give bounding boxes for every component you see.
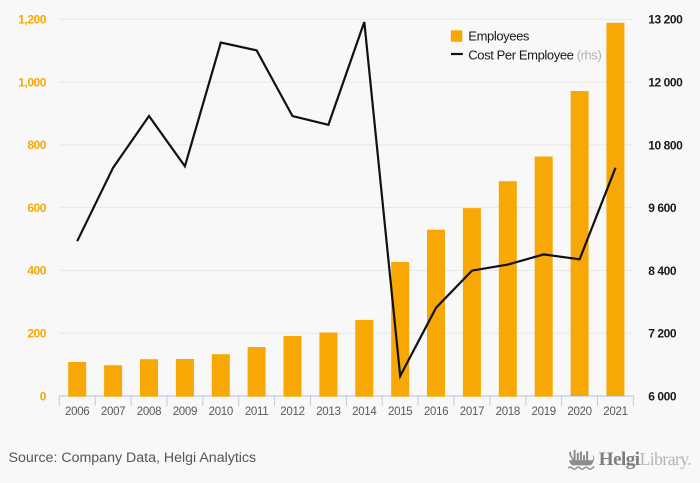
svg-text:2020: 2020	[567, 406, 591, 418]
svg-text:2008: 2008	[137, 406, 161, 418]
svg-text:2006: 2006	[65, 406, 89, 418]
svg-text:13 200: 13 200	[648, 13, 683, 27]
svg-text:800: 800	[27, 138, 46, 152]
svg-text:Source: Company Data, Helgi An: Source: Company Data, Helgi Analytics	[9, 450, 257, 466]
svg-text:400: 400	[27, 264, 46, 278]
svg-text:2019: 2019	[532, 406, 556, 418]
svg-text:Cost Per Employee (rhs): Cost Per Employee (rhs)	[468, 47, 601, 62]
svg-text:2013: 2013	[316, 406, 340, 418]
svg-text:200: 200	[27, 327, 46, 341]
svg-text:2009: 2009	[173, 406, 197, 418]
svg-text:2014: 2014	[352, 406, 377, 418]
svg-text:1,000: 1,000	[18, 75, 47, 89]
svg-text:12 000: 12 000	[648, 76, 683, 90]
svg-text:2016: 2016	[424, 406, 448, 418]
svg-text:2017: 2017	[460, 406, 484, 418]
svg-text:8 400: 8 400	[648, 264, 677, 278]
svg-text:Employees: Employees	[468, 29, 530, 44]
svg-text:2012: 2012	[280, 406, 304, 418]
svg-text:2021: 2021	[603, 406, 627, 418]
svg-text:HelgiLibrary.: HelgiLibrary.	[599, 449, 692, 470]
svg-text:0: 0	[40, 389, 47, 403]
svg-text:2011: 2011	[245, 406, 269, 418]
svg-text:2018: 2018	[496, 406, 520, 418]
svg-text:2010: 2010	[209, 406, 233, 418]
svg-text:1,200: 1,200	[18, 13, 47, 27]
svg-text:6 000: 6 000	[648, 390, 677, 404]
svg-text:7 200: 7 200	[648, 327, 677, 341]
svg-text:10 800: 10 800	[648, 138, 683, 152]
svg-text:9 600: 9 600	[648, 201, 677, 215]
svg-text:2007: 2007	[101, 406, 125, 418]
svg-text:600: 600	[27, 201, 46, 215]
svg-text:2015: 2015	[388, 406, 412, 418]
